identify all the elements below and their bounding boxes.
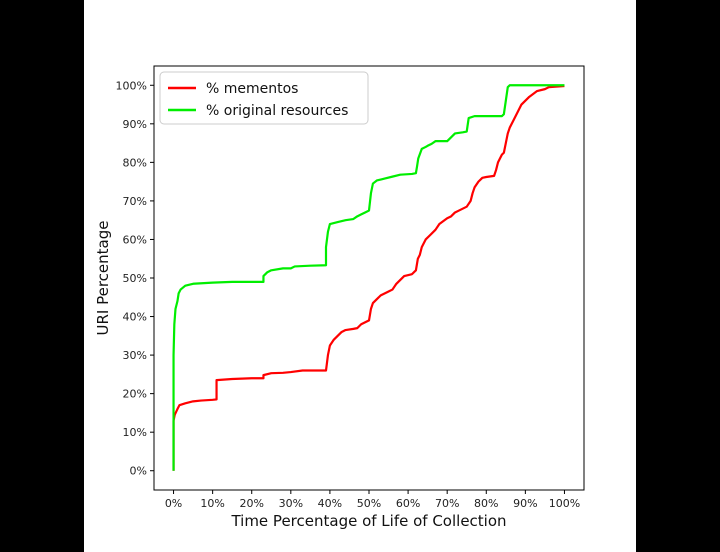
series-line-1 — [172, 84, 565, 471]
x-tick-label: 80% — [474, 497, 498, 510]
x-tick-label: 30% — [279, 497, 303, 510]
x-tick-label: 40% — [318, 497, 342, 510]
x-axis-label: Time Percentage of Life of Collection — [230, 512, 506, 530]
y-tick-label: 50% — [123, 272, 147, 285]
y-tick-label: 10% — [123, 426, 147, 439]
x-tick-label: 90% — [513, 497, 537, 510]
y-tick-label: 40% — [123, 311, 147, 324]
y-tick-label: 20% — [123, 388, 147, 401]
legend-label-1: % mementos — [206, 81, 298, 97]
x-tick-label: 10% — [200, 497, 224, 510]
x-tick-label: 0% — [165, 497, 182, 510]
y-axis-label: URI Percentage — [94, 221, 112, 336]
legend-box — [159, 71, 369, 125]
y-tick-label: 60% — [123, 233, 147, 246]
x-tick-label: 100% — [549, 497, 580, 510]
line-chart: 0% 10% 20% 30% 40% 50% 60% 70% 80% 90% 100% 0% 10% 20… — [94, 65, 585, 530]
x-tick-label: 50% — [357, 497, 381, 510]
plot-area — [153, 65, 585, 491]
legend-label-2: % original resources — [206, 103, 348, 119]
legend: % mementos % original resources — [159, 71, 369, 125]
y-tick-label: 30% — [123, 349, 147, 362]
x-tick-label: 60% — [396, 497, 420, 510]
y-tick-label: 100% — [116, 79, 147, 92]
y-tick-label: 90% — [123, 118, 147, 131]
x-tick-label: 70% — [435, 497, 459, 510]
series-line-2 — [172, 84, 565, 471]
y-tick-label: 0% — [130, 465, 147, 478]
y-tick-label: 70% — [123, 195, 147, 208]
chart-figure: 0% 10% 20% 30% 40% 50% 60% 70% 80% 90% 100% 0% 10% 20… — [84, 0, 636, 552]
y-tick-label: 80% — [123, 156, 147, 169]
x-tick-label: 20% — [240, 497, 264, 510]
